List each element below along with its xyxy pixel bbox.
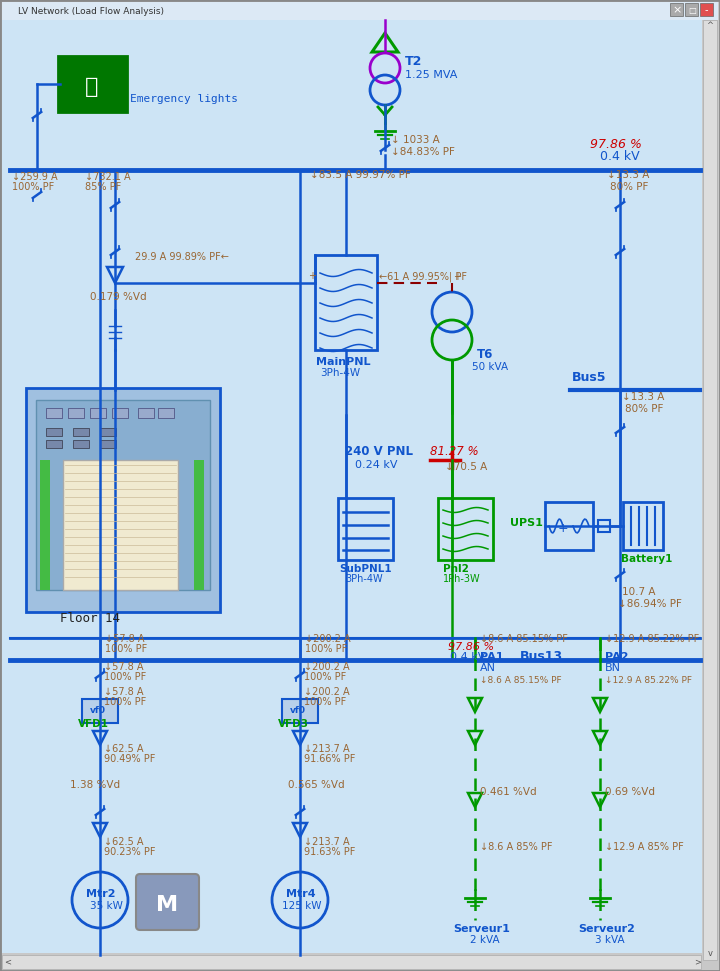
Text: LV Network (Load Flow Analysis): LV Network (Load Flow Analysis)	[18, 7, 164, 16]
Text: PA2: PA2	[605, 652, 629, 662]
Text: -: -	[704, 5, 708, 15]
FancyBboxPatch shape	[2, 2, 718, 20]
FancyBboxPatch shape	[338, 498, 393, 560]
FancyBboxPatch shape	[100, 440, 116, 448]
Text: 80% PF: 80% PF	[610, 182, 649, 192]
Text: 80% PF: 80% PF	[625, 404, 663, 414]
Text: ↓62.5 A: ↓62.5 A	[104, 744, 143, 754]
Text: 3Ph-4W: 3Ph-4W	[345, 574, 382, 584]
FancyBboxPatch shape	[438, 498, 493, 560]
Text: Pnl2: Pnl2	[443, 564, 469, 574]
FancyBboxPatch shape	[46, 428, 62, 436]
Text: UPS1: UPS1	[510, 518, 543, 528]
Text: ↓732.1 A: ↓732.1 A	[85, 172, 130, 182]
FancyBboxPatch shape	[26, 388, 220, 612]
Text: 85% PF: 85% PF	[85, 182, 121, 192]
FancyBboxPatch shape	[46, 440, 62, 448]
FancyBboxPatch shape	[282, 699, 318, 723]
Text: 🚪: 🚪	[85, 77, 99, 97]
Text: vf0: vf0	[90, 706, 106, 715]
Text: <: <	[4, 957, 12, 966]
FancyBboxPatch shape	[545, 502, 593, 550]
Text: ↓200.2 A: ↓200.2 A	[304, 687, 350, 697]
Text: ↓200.2 A: ↓200.2 A	[305, 634, 351, 644]
Text: 97.86 %: 97.86 %	[448, 642, 494, 652]
Text: 1.38 %Vd: 1.38 %Vd	[70, 780, 120, 790]
Text: 100% PF: 100% PF	[104, 697, 146, 707]
Text: ↓ 1033 A: ↓ 1033 A	[391, 135, 440, 145]
Text: ×: ×	[672, 5, 682, 15]
FancyBboxPatch shape	[63, 460, 178, 590]
Text: ←61 A 99.95%| PF: ←61 A 99.95%| PF	[379, 272, 467, 283]
Text: 100% PF: 100% PF	[305, 644, 347, 654]
FancyBboxPatch shape	[670, 3, 683, 16]
Text: 100% PF: 100% PF	[12, 182, 54, 192]
Text: ↓62.5 A: ↓62.5 A	[104, 837, 143, 847]
Text: 2 kVA: 2 kVA	[470, 935, 500, 945]
Text: SubPNL1: SubPNL1	[339, 564, 392, 574]
Text: 125 kW: 125 kW	[282, 901, 322, 911]
Text: v: v	[708, 950, 713, 958]
Text: 0.461 %Vd: 0.461 %Vd	[480, 787, 536, 797]
FancyBboxPatch shape	[40, 460, 50, 590]
Text: ↓12.9 A 85.22% PF: ↓12.9 A 85.22% PF	[605, 634, 699, 644]
Text: 91.66% PF: 91.66% PF	[304, 754, 356, 764]
Text: Emergency lights: Emergency lights	[130, 94, 238, 104]
Text: 50 kVA: 50 kVA	[472, 362, 508, 372]
FancyBboxPatch shape	[598, 520, 610, 532]
FancyBboxPatch shape	[112, 408, 128, 418]
Text: 97.86 %: 97.86 %	[590, 138, 642, 151]
Text: ↓86.94% PF: ↓86.94% PF	[618, 599, 682, 609]
Text: 0.4 kV: 0.4 kV	[450, 652, 485, 662]
Text: 0.69 %Vd: 0.69 %Vd	[605, 787, 655, 797]
FancyBboxPatch shape	[685, 3, 698, 16]
Text: ↓57.8 A: ↓57.8 A	[105, 634, 145, 644]
Text: 100% PF: 100% PF	[304, 672, 346, 682]
FancyBboxPatch shape	[73, 440, 89, 448]
Text: M: M	[156, 895, 178, 915]
Text: ↓12.9 A 85% PF: ↓12.9 A 85% PF	[605, 842, 684, 852]
FancyBboxPatch shape	[58, 56, 127, 112]
Text: 100% PF: 100% PF	[105, 644, 148, 654]
Text: 3Ph-4W: 3Ph-4W	[320, 368, 360, 378]
FancyBboxPatch shape	[100, 428, 116, 436]
Text: ↓83.5 A 99.97% PF: ↓83.5 A 99.97% PF	[310, 170, 410, 180]
Text: 0.565 %Vd: 0.565 %Vd	[288, 780, 345, 790]
Text: 90.23% PF: 90.23% PF	[104, 847, 156, 857]
FancyBboxPatch shape	[158, 408, 174, 418]
Text: ↓8.6 A 85.15% PF: ↓8.6 A 85.15% PF	[480, 676, 562, 685]
Text: Floor 14: Floor 14	[60, 612, 120, 625]
Text: □: □	[688, 6, 696, 15]
Text: 91.63% PF: 91.63% PF	[304, 847, 356, 857]
Text: Serveur1: Serveur1	[453, 924, 510, 934]
Text: 0.24 kV: 0.24 kV	[355, 460, 397, 470]
FancyBboxPatch shape	[194, 460, 204, 590]
Text: VFD1: VFD1	[78, 719, 109, 729]
Text: +: +	[558, 521, 568, 534]
Text: 240 V PNL: 240 V PNL	[345, 445, 413, 458]
Text: T2: T2	[405, 55, 423, 68]
Text: 81.27 %: 81.27 %	[430, 445, 479, 458]
FancyBboxPatch shape	[73, 428, 89, 436]
Text: Serveur2: Serveur2	[578, 924, 635, 934]
Text: ↓8.6 A 85% PF: ↓8.6 A 85% PF	[480, 842, 552, 852]
FancyBboxPatch shape	[136, 874, 199, 930]
Text: MainPNL: MainPNL	[316, 357, 371, 367]
Text: T6: T6	[477, 348, 493, 361]
Text: 100% PF: 100% PF	[304, 697, 346, 707]
Text: ↓70.5 A: ↓70.5 A	[445, 462, 487, 472]
FancyBboxPatch shape	[138, 408, 154, 418]
FancyBboxPatch shape	[623, 502, 663, 550]
Text: 1Ph-3W: 1Ph-3W	[443, 574, 481, 584]
Text: 1.25 MVA: 1.25 MVA	[405, 70, 457, 80]
Text: AN: AN	[480, 663, 496, 673]
Text: ↓13.3 A: ↓13.3 A	[607, 170, 649, 180]
Text: 90.49% PF: 90.49% PF	[104, 754, 156, 764]
Text: 100% PF: 100% PF	[104, 672, 146, 682]
Text: ^: ^	[706, 21, 714, 30]
FancyBboxPatch shape	[46, 408, 62, 418]
Text: ↓12.9 A 85.22% PF: ↓12.9 A 85.22% PF	[605, 676, 692, 685]
Text: 3 kVA: 3 kVA	[595, 935, 625, 945]
Text: ↓57.8 A: ↓57.8 A	[104, 687, 143, 697]
